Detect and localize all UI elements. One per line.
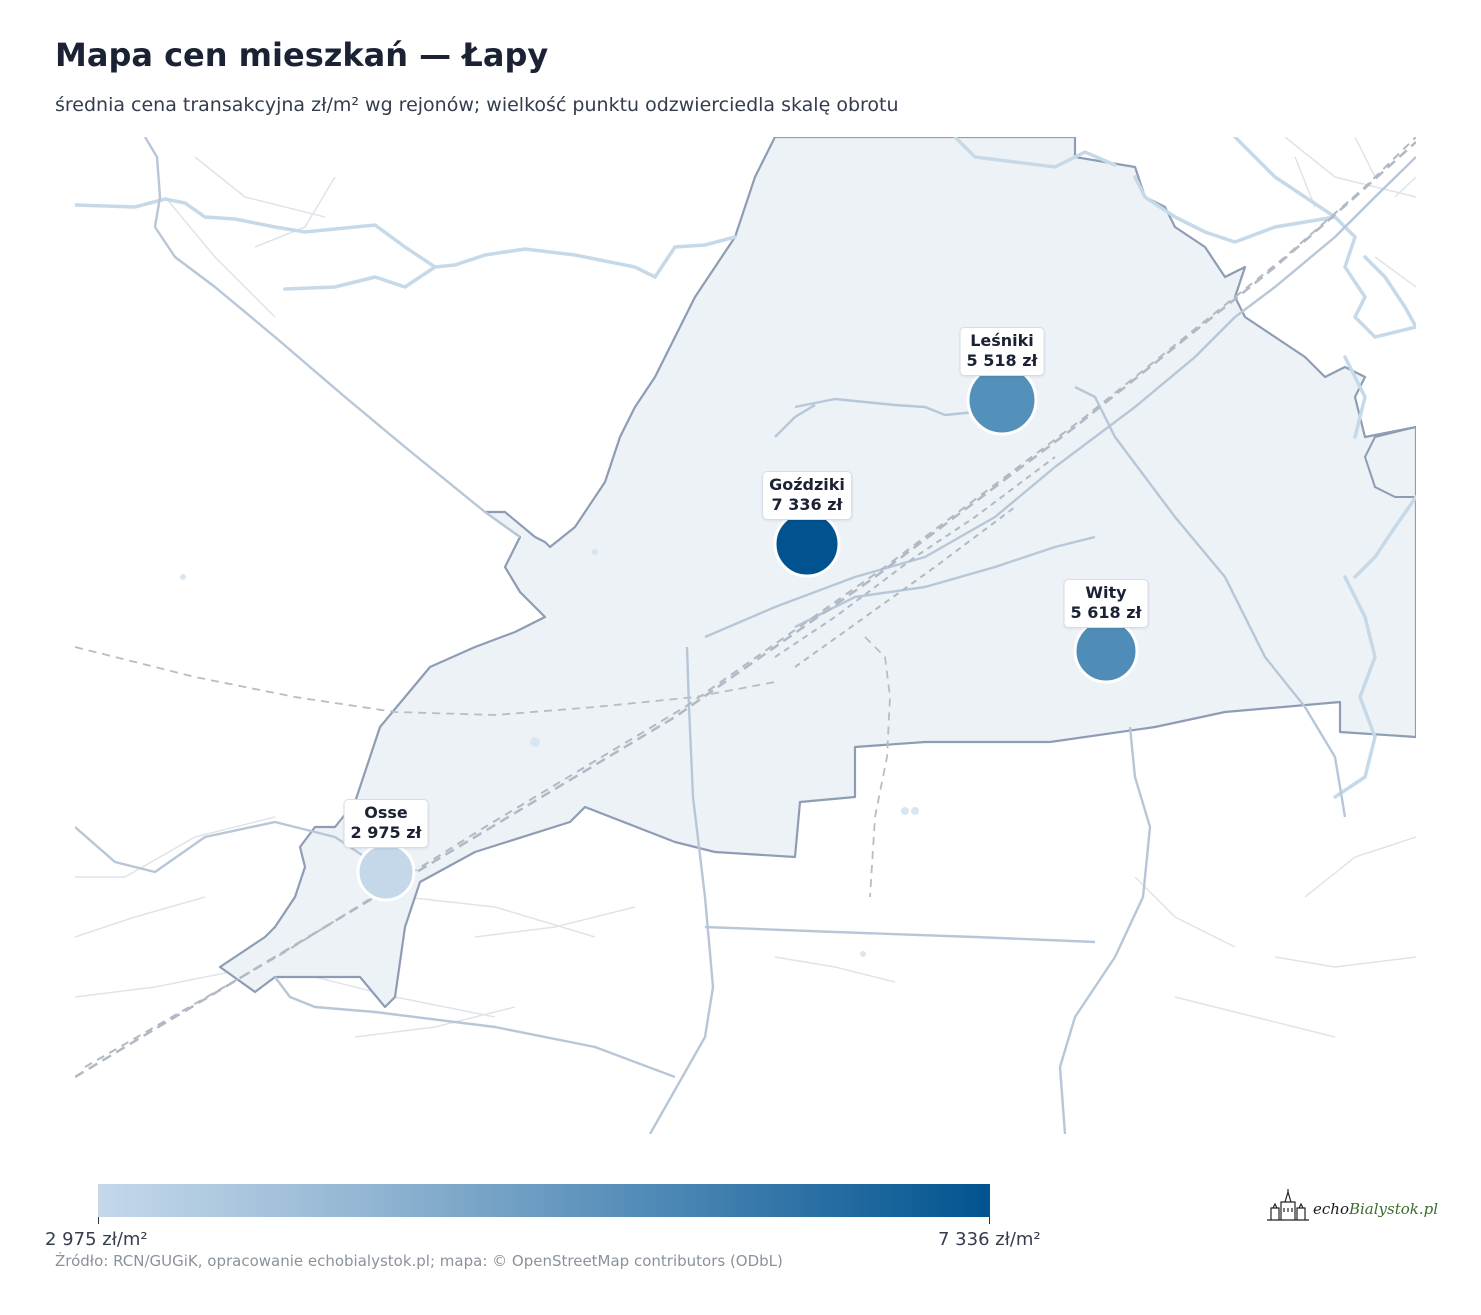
legend-max-label: 7 336 zł/m² bbox=[938, 1229, 1041, 1250]
district-label-lesniki: Leśniki 5 518 zł bbox=[959, 327, 1045, 376]
region-edge bbox=[1363, 426, 1416, 498]
district-label-osse: Osse 2 975 zł bbox=[343, 799, 429, 848]
district-name: Osse bbox=[364, 803, 408, 822]
district-price: 7 336 zł bbox=[771, 495, 843, 514]
logo-text: echoBialystok.pl bbox=[1313, 1200, 1439, 1218]
district-name: Wity bbox=[1085, 583, 1127, 602]
color-scale-bar bbox=[98, 1184, 990, 1217]
district-price: 5 518 zł bbox=[966, 351, 1038, 370]
district-label-gozdziki: Goździki 7 336 zł bbox=[762, 471, 852, 520]
town-hall-icon bbox=[1267, 1189, 1309, 1221]
bubble-wity[interactable] bbox=[1073, 618, 1139, 684]
page-subtitle: średnia cena transakcyjna zł/m² wg rejon… bbox=[55, 94, 899, 116]
district-name: Goździki bbox=[769, 475, 845, 494]
district-label-wity: Wity 5 618 zł bbox=[1063, 579, 1149, 628]
source-note: Źródło: RCN/GUGiK, opracowanie echobialy… bbox=[55, 1252, 783, 1270]
legend-tick-max bbox=[989, 1217, 990, 1224]
bubble-lesniki[interactable] bbox=[966, 364, 1038, 436]
bubble-osse[interactable] bbox=[356, 842, 416, 902]
echobialystok-logo[interactable]: echoBialystok.pl bbox=[1265, 1188, 1440, 1224]
major-roads bbox=[75, 137, 1416, 1134]
map-canvas bbox=[75, 137, 1416, 1134]
district-name: Leśniki bbox=[970, 331, 1034, 350]
district-price: 5 618 zł bbox=[1070, 603, 1142, 622]
district-price: 2 975 zł bbox=[350, 823, 422, 842]
railway bbox=[75, 137, 1416, 1079]
rivers bbox=[75, 137, 1416, 799]
map-area[interactable]: Leśniki 5 518 zł Goździki 7 336 zł Wity … bbox=[75, 137, 1416, 1134]
legend-min-label: 2 975 zł/m² bbox=[45, 1229, 148, 1250]
water-patches bbox=[180, 549, 919, 957]
legend-tick-min bbox=[98, 1217, 99, 1224]
page-title: Mapa cen mieszkań — Łapy bbox=[55, 36, 549, 74]
bubble-gozdziki[interactable] bbox=[773, 510, 841, 578]
